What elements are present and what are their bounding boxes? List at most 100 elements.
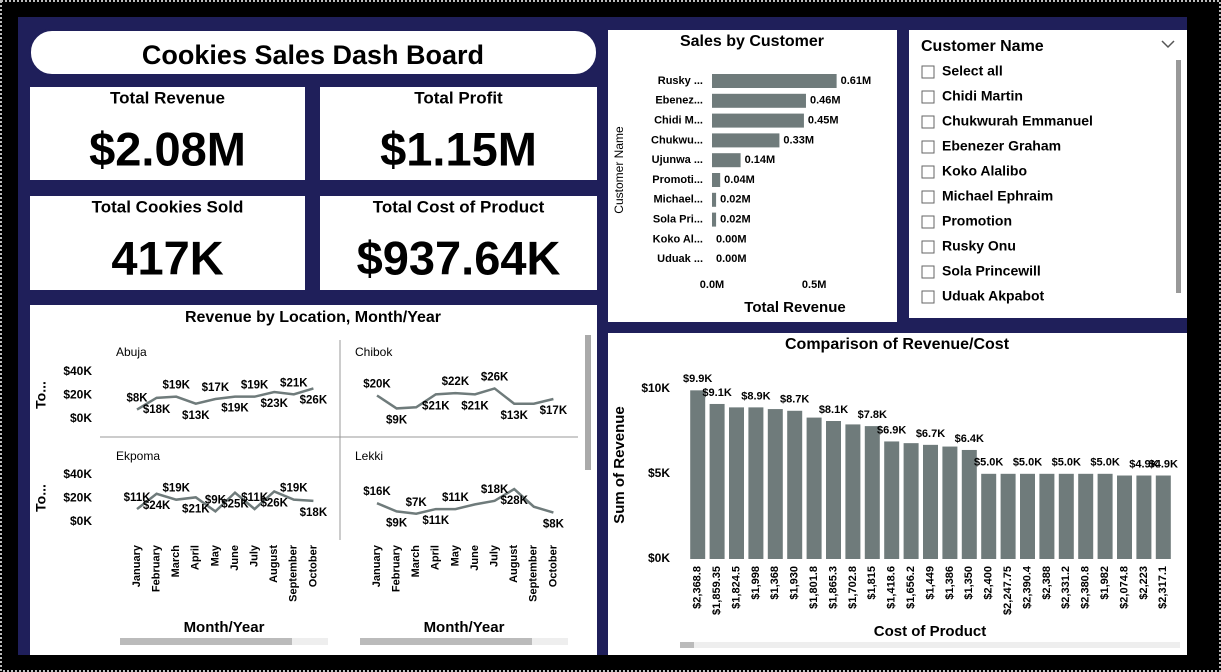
bar: [884, 441, 900, 559]
title-pill: [29, 29, 598, 76]
checkbox[interactable]: [921, 265, 935, 279]
data-label: $11K: [241, 492, 269, 504]
x-tick-label: July: [489, 544, 501, 567]
data-label: $6.9K: [877, 424, 906, 436]
line: [376, 487, 554, 516]
bar: [961, 449, 977, 559]
data-label: 0.45M: [808, 115, 839, 127]
x-tick-label: $1,386: [944, 566, 956, 600]
axis-title: To...: [33, 381, 49, 409]
data-label: $13K: [182, 410, 210, 422]
data-label: $28K: [500, 495, 528, 507]
scrollbar[interactable]: [680, 642, 694, 648]
x-tick-label: $2,331.2: [1060, 566, 1072, 609]
data-label: $18K: [300, 507, 328, 519]
slicer-item: Sola Princewill: [942, 263, 1041, 279]
data-label: $19K: [162, 483, 190, 495]
x-tick-label: $2,380.8: [1080, 566, 1092, 609]
y-tick-label: $40K: [63, 467, 92, 481]
line: [136, 489, 314, 514]
data-label: $21K: [182, 503, 210, 515]
x-tick-label: $1,702.8: [847, 566, 859, 609]
y-tick-label: Sola Pri...: [653, 214, 703, 226]
y-tick-label: Michael...: [653, 194, 703, 206]
bar: [712, 113, 804, 128]
data-label: $16K: [363, 486, 391, 498]
dropdown-chevron[interactable]: [1161, 40, 1175, 49]
scrollbar[interactable]: [585, 335, 591, 470]
data-label: $4.9K: [1149, 458, 1178, 470]
data-label: $8.9K: [741, 390, 770, 402]
x-tick-label: February: [391, 544, 403, 592]
kpi-value: $2.08M: [89, 122, 246, 175]
y-tick-label: Rusky ...: [658, 75, 703, 87]
bar: [712, 153, 741, 168]
checkbox[interactable]: [921, 165, 935, 179]
chart-title: Comparison of Revenue/Cost: [785, 336, 1010, 353]
checkbox[interactable]: [921, 290, 935, 304]
checkbox[interactable]: [921, 140, 935, 154]
x-tick-label: $1,449: [924, 566, 936, 600]
data-label: 0.00M: [716, 253, 747, 265]
axis-title: Customer Name: [612, 126, 626, 214]
kpi-value: $937.64K: [357, 231, 561, 284]
y-tick-label: Uduak ...: [657, 253, 703, 265]
slicer-item: Ebenezer Graham: [942, 138, 1061, 154]
data-label: $9K: [386, 517, 408, 529]
y-tick-label: $0K: [648, 551, 670, 565]
kpi-value: $1.15M: [380, 122, 537, 175]
data-label: $26K: [260, 497, 288, 509]
data-label: 0.02M: [720, 214, 751, 226]
kpi-card: [320, 196, 597, 290]
x-tick-label: September: [288, 544, 300, 602]
x-tick-label: $1,930: [789, 566, 801, 600]
kpi-label: Total Cookies Sold: [92, 197, 244, 216]
bar: [903, 443, 919, 559]
data-label: 0.46M: [810, 95, 841, 107]
scrollbar[interactable]: [1176, 60, 1181, 293]
checkbox[interactable]: [921, 115, 935, 129]
x-tick-label: $1,368: [769, 566, 781, 600]
data-label: $5.0K: [1090, 457, 1119, 469]
bar: [712, 133, 780, 148]
x-tick-label: $1,418.6: [886, 566, 898, 609]
y-tick-label: Ebenez...: [655, 95, 703, 107]
bar: [690, 390, 706, 559]
bar: [981, 473, 997, 559]
chart-title: Sales by Customer: [680, 33, 824, 50]
y-tick-label: $20K: [63, 491, 92, 505]
checkbox[interactable]: [921, 190, 935, 204]
data-label: $23K: [260, 398, 288, 410]
y-tick-label: $20K: [63, 388, 92, 402]
slicer-item: Chidi Martin: [942, 88, 1023, 104]
data-label: $26K: [300, 394, 328, 406]
data-label: $22K: [442, 376, 470, 388]
scrollbar[interactable]: [360, 638, 532, 645]
data-label: 0.61M: [841, 75, 872, 87]
y-tick-label: $0K: [70, 514, 92, 528]
y-tick-label: $40K: [63, 364, 92, 378]
x-tick-label: 0.5M: [802, 279, 826, 291]
panel: [909, 30, 1187, 318]
checkbox[interactable]: [921, 90, 935, 104]
checkbox[interactable]: [921, 65, 935, 79]
kpi-card: [320, 87, 597, 180]
scrollbar[interactable]: [120, 638, 292, 645]
data-label: $21K: [280, 377, 308, 389]
checkbox[interactable]: [921, 240, 935, 254]
data-label: $13K: [500, 410, 528, 422]
slicer-item: Koko Alalibo: [942, 163, 1027, 179]
x-tick-label: $2,247.75: [1002, 566, 1014, 615]
bar: [712, 74, 837, 88]
y-tick-label: Chidi M...: [654, 115, 703, 127]
data-label: 0.00M: [716, 233, 747, 245]
x-tick-label: January: [371, 544, 383, 587]
data-label: $8K: [543, 519, 565, 531]
axis-title: Sum of Revenue: [611, 406, 628, 524]
checkbox[interactable]: [921, 215, 935, 229]
x-tick-label: February: [151, 544, 163, 592]
data-label: $8.1K: [819, 404, 848, 416]
axis-title: Month/Year: [184, 619, 265, 636]
x-tick-label: $1,801.8: [808, 566, 820, 609]
